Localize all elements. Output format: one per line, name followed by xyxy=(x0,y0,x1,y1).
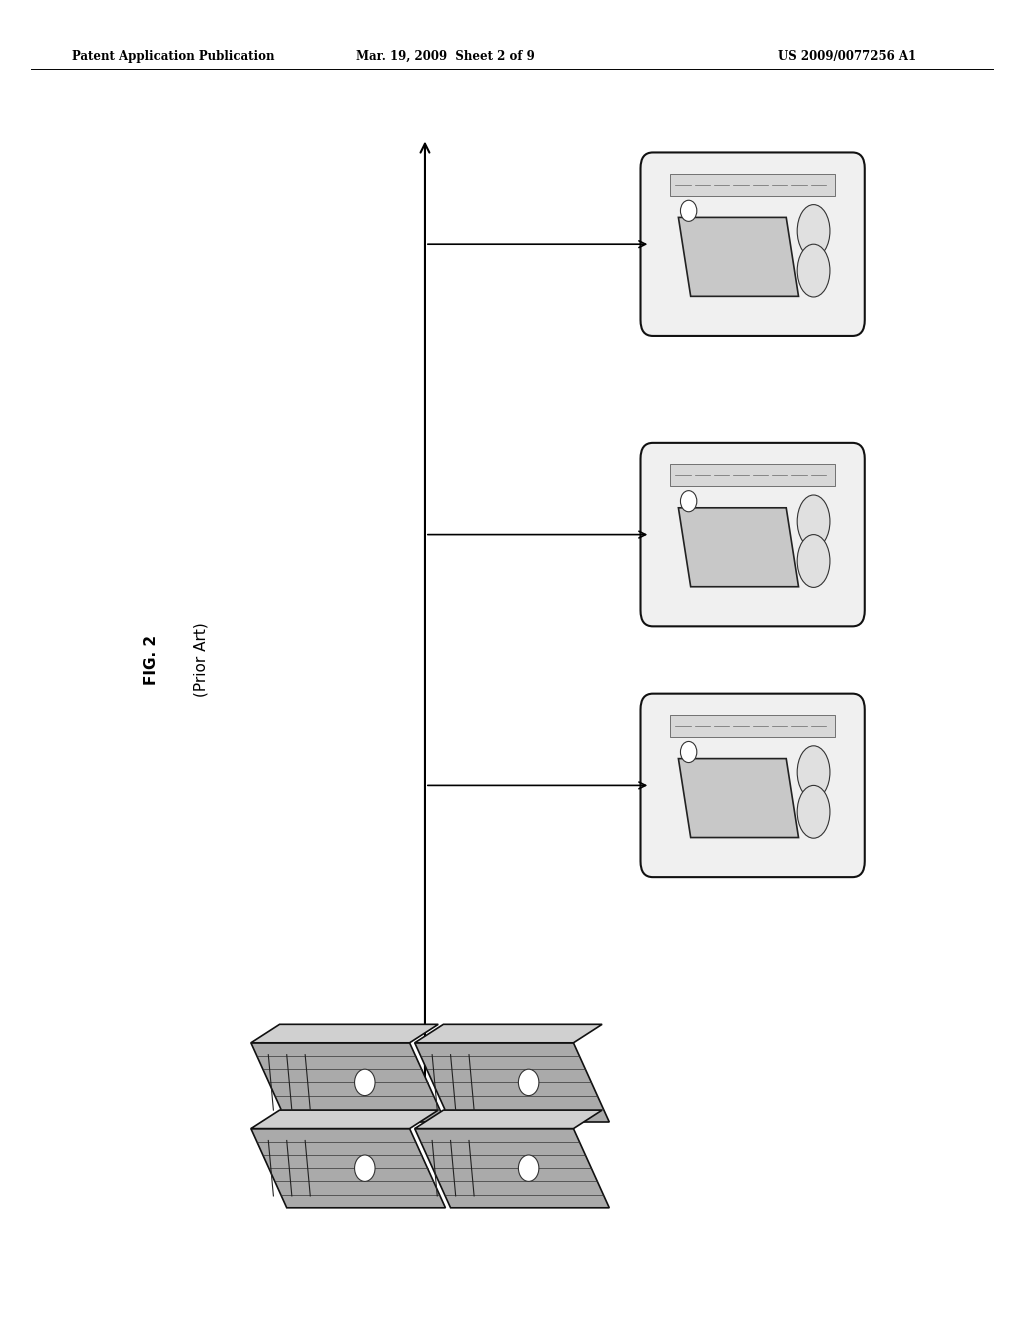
Polygon shape xyxy=(678,508,799,586)
FancyBboxPatch shape xyxy=(641,444,864,627)
Text: FIG. 2: FIG. 2 xyxy=(144,635,159,685)
Ellipse shape xyxy=(797,785,829,838)
Polygon shape xyxy=(251,1043,445,1122)
FancyBboxPatch shape xyxy=(670,465,836,486)
Ellipse shape xyxy=(797,244,829,297)
Polygon shape xyxy=(415,1110,602,1129)
Ellipse shape xyxy=(797,495,829,548)
Text: (Prior Art): (Prior Art) xyxy=(194,623,208,697)
Polygon shape xyxy=(415,1024,602,1043)
FancyBboxPatch shape xyxy=(670,715,836,737)
Text: US 2009/0077256 A1: US 2009/0077256 A1 xyxy=(778,50,916,63)
Polygon shape xyxy=(251,1129,445,1208)
FancyBboxPatch shape xyxy=(641,694,864,876)
Polygon shape xyxy=(678,759,799,837)
Circle shape xyxy=(354,1069,375,1096)
FancyBboxPatch shape xyxy=(670,174,836,195)
Circle shape xyxy=(680,742,696,763)
Ellipse shape xyxy=(797,535,829,587)
Text: Patent Application Publication: Patent Application Publication xyxy=(72,50,274,63)
Circle shape xyxy=(518,1069,539,1096)
Ellipse shape xyxy=(797,746,829,799)
Polygon shape xyxy=(415,1043,609,1122)
Circle shape xyxy=(354,1155,375,1181)
Polygon shape xyxy=(415,1129,609,1208)
Circle shape xyxy=(680,491,696,512)
Polygon shape xyxy=(251,1110,438,1129)
Text: Mar. 19, 2009  Sheet 2 of 9: Mar. 19, 2009 Sheet 2 of 9 xyxy=(356,50,535,63)
Circle shape xyxy=(680,201,696,222)
Ellipse shape xyxy=(797,205,829,257)
Polygon shape xyxy=(678,218,799,297)
Polygon shape xyxy=(251,1024,438,1043)
Circle shape xyxy=(518,1155,539,1181)
FancyBboxPatch shape xyxy=(641,153,864,337)
